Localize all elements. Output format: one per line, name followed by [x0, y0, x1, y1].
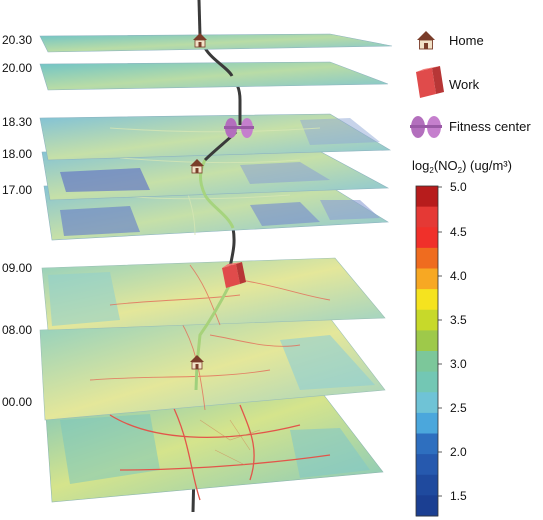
layer-0800: 08.00 [2, 317, 386, 421]
colorbar-segment [416, 454, 438, 476]
colorbar-tick-label: 2.5 [450, 401, 467, 415]
colorbar: 5.0 4.5 4.0 3.5 3.0 2.5 2.0 1.5 [415, 180, 467, 517]
map-patch [300, 118, 380, 145]
trajectory-segment [203, 47, 234, 77]
layer-0900: 09.00 [2, 257, 386, 365]
map-patch [290, 428, 370, 478]
colorbar-segment [416, 247, 438, 269]
colorbar-border [415, 185, 439, 517]
colorbar-title: log2(NO2) (ug/m³) [412, 158, 512, 175]
colorbar-tick-label: 4.5 [450, 225, 467, 239]
road [109, 264, 331, 326]
colorbar-segment [416, 474, 438, 496]
colorbar-segment [416, 268, 438, 290]
time-label: 20.00 [2, 61, 32, 75]
time-label: 08.00 [2, 323, 32, 337]
fitness-center-marker [224, 118, 254, 138]
trajectory-segment [195, 283, 232, 365]
home-icon [417, 31, 435, 50]
colorbar-segment [416, 495, 438, 517]
map-patch [60, 414, 160, 484]
map-patch [48, 272, 120, 326]
trajectory-segment [203, 194, 235, 229]
trajectory-line-top [197, 0, 202, 37]
work-icon [416, 66, 444, 98]
trajectory-segment [199, 159, 207, 196]
map-patch [60, 168, 150, 192]
colorbar-segment [416, 371, 438, 393]
colorbar-segment [416, 206, 438, 228]
layer-0000: 00.00 [2, 389, 384, 503]
map-patch [240, 162, 330, 184]
time-label: 18.00 [2, 147, 32, 161]
colorbar-segment [416, 227, 438, 249]
layer-1800: 18.00 [2, 145, 390, 201]
map-plane [41, 257, 386, 331]
layer-2030: 20.30 [2, 33, 393, 53]
colorbar-segment [416, 289, 438, 311]
home-marker [190, 355, 204, 370]
colorbar-segment [416, 330, 438, 352]
time-label: 20.30 [2, 33, 32, 47]
colorbar-segment [416, 412, 438, 434]
fitness-center-icon [410, 116, 442, 138]
map-patch [280, 335, 375, 390]
map-plane [39, 61, 389, 91]
legend-fitness-label: Fitness center [449, 119, 531, 134]
time-label: 18.30 [2, 115, 32, 129]
map-plane [39, 33, 393, 53]
colorbar-tick-label: 4.0 [450, 269, 467, 283]
colorbar-tick-label: 5.0 [450, 180, 467, 194]
layer-2000: 20.00 [2, 47, 389, 91]
time-label: 00.00 [2, 395, 32, 409]
colorbar-tick-label: 1.5 [450, 489, 467, 503]
legend: Home Work Fitness center log2(NO2) (ug/m… [410, 31, 531, 517]
legend-work-label: Work [449, 77, 480, 92]
map-patch [320, 200, 380, 220]
colorbar-segment [416, 186, 438, 208]
time-label: 09.00 [2, 261, 32, 275]
map-patch [60, 206, 140, 236]
colorbar-tick-label: 2.0 [450, 445, 467, 459]
colorbar-segment [416, 309, 438, 331]
colorbar-segment [416, 351, 438, 373]
road [109, 127, 321, 133]
colorbar-tick-label: 3.0 [450, 357, 467, 371]
work-marker [222, 262, 246, 288]
legend-home-label: Home [449, 33, 484, 48]
road [109, 399, 331, 501]
time-label: 17.00 [2, 183, 32, 197]
colorbar-segment [416, 433, 438, 455]
road [199, 419, 261, 466]
home-marker [193, 33, 207, 48]
colorbar-segment [416, 392, 438, 414]
layer-1830: 18.30 [2, 113, 392, 161]
home-marker [190, 159, 204, 174]
map-patch [250, 202, 320, 226]
colorbar-tick-label: 3.5 [450, 313, 467, 327]
